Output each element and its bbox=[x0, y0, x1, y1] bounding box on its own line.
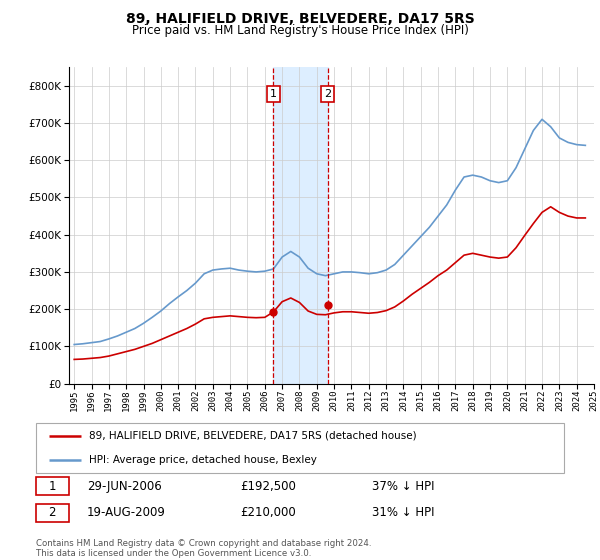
Text: Contains HM Land Registry data © Crown copyright and database right 2024.
This d: Contains HM Land Registry data © Crown c… bbox=[36, 539, 371, 558]
Text: 89, HALIFIELD DRIVE, BELVEDERE, DA17 5RS (detached house): 89, HALIFIELD DRIVE, BELVEDERE, DA17 5RS… bbox=[89, 431, 416, 441]
Text: 1: 1 bbox=[49, 479, 56, 493]
Text: 89, HALIFIELD DRIVE, BELVEDERE, DA17 5RS: 89, HALIFIELD DRIVE, BELVEDERE, DA17 5RS bbox=[125, 12, 475, 26]
Text: 29-JUN-2006: 29-JUN-2006 bbox=[87, 479, 162, 493]
Text: Price paid vs. HM Land Registry's House Price Index (HPI): Price paid vs. HM Land Registry's House … bbox=[131, 24, 469, 36]
Bar bbox=[274, 67, 328, 384]
Text: 19-AUG-2009: 19-AUG-2009 bbox=[87, 506, 166, 520]
Text: 2: 2 bbox=[324, 89, 331, 99]
Text: 31% ↓ HPI: 31% ↓ HPI bbox=[372, 506, 434, 520]
Text: £192,500: £192,500 bbox=[240, 479, 296, 493]
FancyBboxPatch shape bbox=[36, 423, 564, 473]
Text: 37% ↓ HPI: 37% ↓ HPI bbox=[372, 479, 434, 493]
Text: £210,000: £210,000 bbox=[240, 506, 296, 520]
Text: 2: 2 bbox=[49, 506, 56, 520]
Text: 1: 1 bbox=[270, 89, 277, 99]
Text: HPI: Average price, detached house, Bexley: HPI: Average price, detached house, Bexl… bbox=[89, 455, 317, 465]
